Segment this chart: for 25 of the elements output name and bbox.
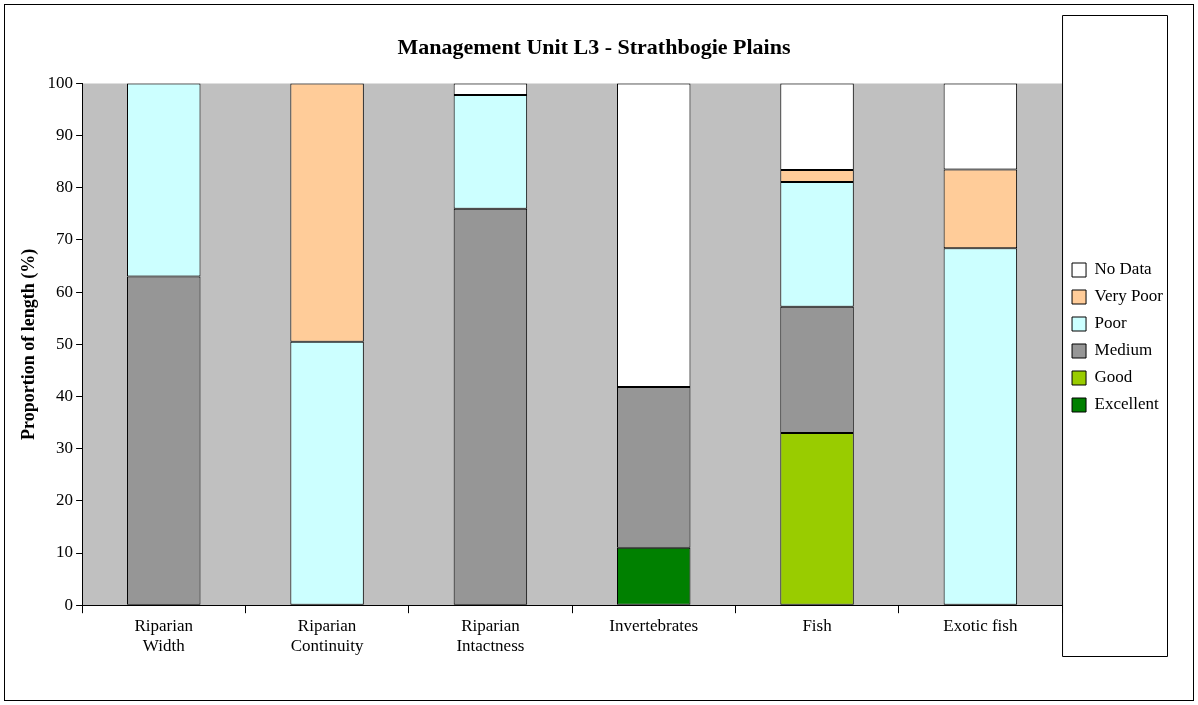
y-axis-title: Proportion of length (%) (18, 248, 40, 440)
y-tick-label: 70 (56, 229, 74, 249)
x-tick-label: Riparian Continuity (290, 615, 364, 656)
x-tick-label: Fish (802, 615, 833, 635)
y-tick-label: 40 (56, 385, 74, 405)
x-tick-label: Riparian Intactness (456, 615, 525, 656)
y-tick-label: 60 (56, 281, 74, 301)
legend-label: No Data (1094, 259, 1153, 279)
y-tick-label: 100 (47, 72, 74, 92)
x-tick-label: Riparian Width (134, 615, 194, 656)
legend-label: Excellent (1094, 394, 1159, 414)
y-tick-label: 50 (56, 333, 74, 353)
y-tick-label: 0 (64, 594, 74, 614)
legend-label: Poor (1094, 313, 1127, 333)
legend-label: Medium (1094, 340, 1153, 360)
legend-label: Good (1094, 367, 1133, 387)
y-tick-label: 80 (56, 177, 74, 197)
y-tick-label: 30 (56, 438, 74, 458)
x-tick-label: Exotic fish (943, 615, 1018, 635)
legend-label: Very Poor (1094, 286, 1164, 306)
y-tick-label: 10 (56, 542, 74, 562)
chart-title: Management Unit L3 - Strathbogie Plains (397, 33, 791, 59)
y-tick-label: 20 (56, 490, 74, 510)
y-tick-label: 90 (56, 125, 74, 145)
x-tick-label: Invertebrates (609, 615, 699, 635)
